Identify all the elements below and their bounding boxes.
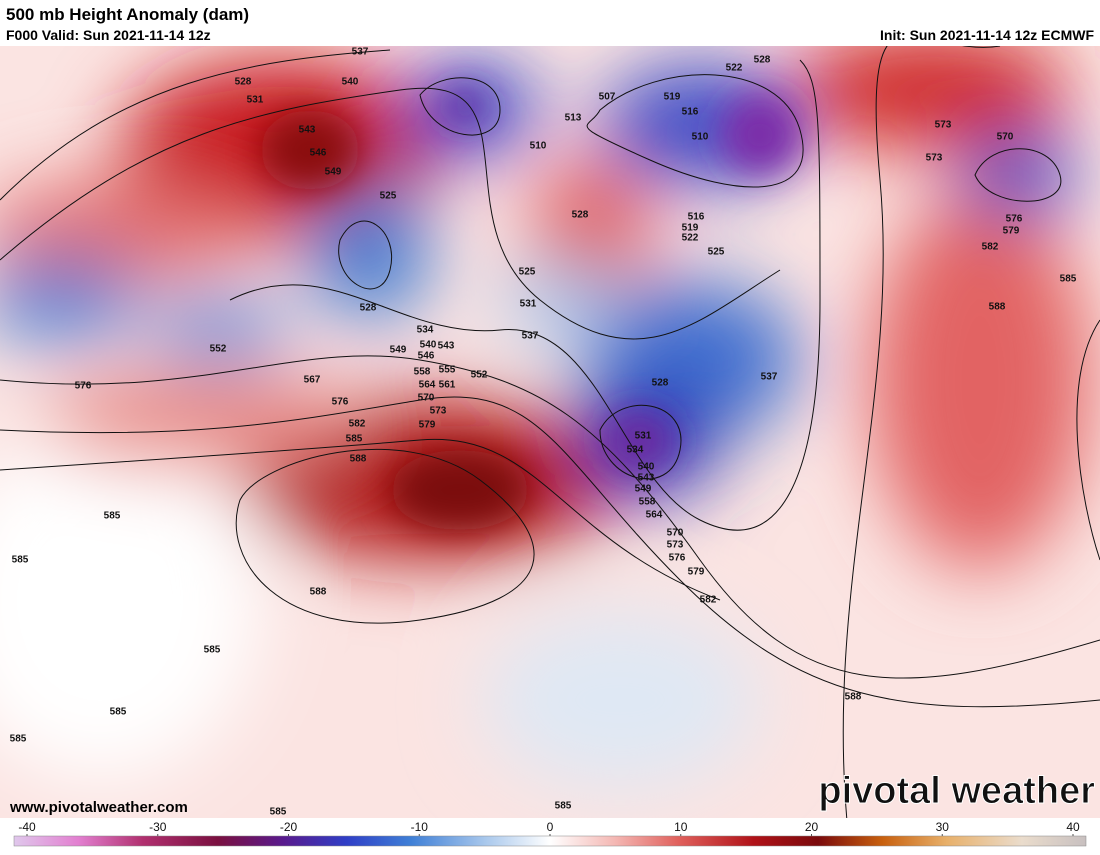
contour-label: 588: [845, 692, 862, 703]
contour-label: 525: [380, 191, 397, 202]
colorbar-tick-label: -20: [280, 820, 298, 834]
contour-label: 543: [638, 473, 655, 484]
website-url: www.pivotalweather.com: [9, 799, 188, 816]
contour-label: 525: [708, 247, 725, 258]
contour-label: 510: [530, 141, 547, 152]
contour-label: 585: [270, 807, 287, 818]
contour-label: 543: [299, 125, 316, 136]
contour-label: 585: [204, 645, 221, 656]
valid-time: F000 Valid: Sun 2021-11-14 12z: [6, 27, 211, 43]
colorbar-tick-label: 10: [674, 820, 688, 834]
contour-label: 549: [390, 345, 407, 356]
contour-label: 585: [12, 555, 29, 566]
contour-label: 534: [417, 325, 434, 336]
contour-label: 582: [700, 595, 717, 606]
anomaly-cores: [260, 87, 800, 530]
contour-label: 570: [997, 132, 1014, 143]
contour-label: 519: [664, 92, 681, 103]
contour-label: 516: [682, 107, 699, 118]
contour-label: 573: [430, 406, 447, 417]
contour-label: 516: [688, 212, 705, 223]
colorbar-tick-label: -40: [18, 820, 36, 834]
contour-label: 528: [754, 55, 771, 66]
contour-label: 576: [75, 381, 92, 392]
contour-label: 537: [352, 47, 369, 58]
contour-label: 570: [667, 528, 684, 539]
contour-label: 570: [418, 393, 435, 404]
colorbar-tick-label: -10: [411, 820, 429, 834]
height-contours: [0, 46, 1100, 818]
contour-label: 576: [669, 553, 686, 564]
contour-label: 546: [418, 351, 435, 362]
logo: pivotal weather: [818, 770, 1095, 812]
contour-label: 558: [639, 497, 656, 508]
colorbar-ticks: -40 -30 -20 -10 0 10 20 30 40: [18, 820, 1080, 836]
contour-label: 588: [310, 587, 327, 598]
anomaly-field: [0, 46, 1090, 790]
contour-label: 549: [635, 484, 652, 495]
contour-label: 552: [210, 344, 227, 355]
contour-label: 528: [572, 210, 589, 221]
contour-label: 552: [471, 370, 488, 381]
contour-label: 537: [522, 331, 539, 342]
contour-label: 585: [110, 707, 127, 718]
contour-label: 585: [346, 434, 363, 445]
contour-label: 543: [438, 341, 455, 352]
colorbar-tick-label: -30: [149, 820, 167, 834]
contour-label: 576: [1006, 214, 1023, 225]
contour-label: 588: [989, 302, 1006, 313]
contour-label: 564: [419, 380, 436, 391]
colorbar-tick-label: 40: [1066, 820, 1080, 834]
contour-label: 531: [520, 299, 537, 310]
contour-label: 567: [304, 375, 321, 386]
colorbar-tick-label: 20: [805, 820, 819, 834]
contour-label: 576: [332, 397, 349, 408]
contour-label: 540: [420, 340, 437, 351]
contour-label: 525: [519, 267, 536, 278]
contour-label: 519: [682, 223, 699, 234]
contour-label: 579: [419, 420, 436, 431]
contour-label: 540: [638, 462, 655, 473]
colorbar-tick-label: 30: [936, 820, 950, 834]
contour-label: 585: [104, 511, 121, 522]
contour-label: 573: [667, 540, 684, 551]
contour-label: 540: [342, 77, 359, 88]
contour-label: 558: [414, 367, 431, 378]
contour-label: 513: [565, 113, 582, 124]
contour-label: 528: [235, 77, 252, 88]
contour-label: 546: [310, 148, 327, 159]
contour-label: 510: [692, 132, 709, 143]
contour-label: 573: [926, 153, 943, 164]
contour-label: 537: [761, 372, 778, 383]
map-title: 500 mb Height Anomaly (dam): [6, 5, 249, 24]
contour-label: 555: [439, 365, 456, 376]
contour-labels: 5375285315405435465495255285525765675765…: [10, 47, 1077, 818]
contour-label: 528: [652, 378, 669, 389]
contour-label: 561: [439, 380, 456, 391]
contour-label: 522: [682, 233, 699, 244]
contour-label: 507: [599, 92, 616, 103]
contour-label: 588: [350, 454, 367, 465]
contour-label: 564: [646, 510, 663, 521]
contour-label: 522: [726, 63, 743, 74]
contour-label: 582: [982, 242, 999, 253]
colorbar: [13, 835, 1087, 847]
contour-label: 579: [688, 567, 705, 578]
contour-label: 582: [349, 419, 366, 430]
contour-label: 579: [1003, 226, 1020, 237]
contour-label: 573: [935, 120, 952, 131]
contour-label: 585: [10, 734, 27, 745]
init-time: Init: Sun 2021-11-14 12z ECMWF: [880, 27, 1094, 43]
contour-label: 534: [627, 445, 644, 456]
contour-label: 585: [1060, 274, 1077, 285]
contour-label: 531: [247, 95, 264, 106]
contour-label: 585: [555, 801, 572, 812]
colorbar-tick-label: 0: [547, 820, 554, 834]
contour-label: 549: [325, 167, 342, 178]
contour-label: 528: [360, 303, 377, 314]
contour-label: 531: [635, 431, 652, 442]
map-area: 5375285315405435465495255285525765675765…: [0, 46, 1100, 818]
